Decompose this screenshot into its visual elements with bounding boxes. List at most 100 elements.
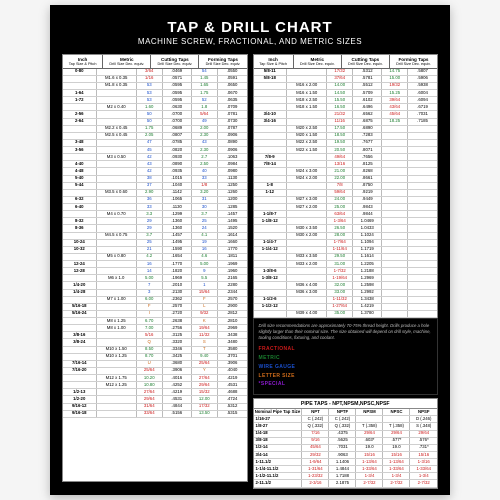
table-row: 1-1/2-61-11/321.3438 <box>254 296 438 303</box>
chart-title: TAP & DRILL CHART <box>62 19 438 36</box>
table-row: 1/2-1327/64.421915/32.4688 <box>63 389 247 396</box>
table-row: M33 x 3.5029.501.1614 <box>254 253 438 260</box>
table-row: M20 x 1.5018.50.7283 <box>254 132 438 139</box>
table-row: M27 x 3.0024.00.9449 <box>254 196 438 203</box>
table-row: 1/4-207.20101.2280 <box>63 282 247 289</box>
table-row: 7/16-14U.368025/64.3906 <box>63 360 247 367</box>
legend-note: Drill size recommendations are approxima… <box>259 323 433 340</box>
table-row: 1-7253.059552.0635 <box>63 97 247 104</box>
table-row: 1-1/2-121-27/641.4219 <box>254 303 438 310</box>
pipe-header-row: Nominal Pipe Tap SizeNPTNPTFNPSMNPSCNPSF <box>254 409 438 416</box>
table-row: M8 x 1.256.70.2638K.2810 <box>63 318 247 325</box>
left-column: Inch Tap Size & Pitch Metric Drill Size … <box>62 54 248 482</box>
table-row: 1-1/8-121-3/641.0469 <box>254 218 438 225</box>
table-row: 1-3/8-61-7/321.2188 <box>254 268 438 275</box>
table-row: 4-4842.093540.0980 <box>63 168 247 175</box>
table-row: 8-3229.136025.1495 <box>63 218 247 225</box>
table-row: 3/8-165/16.312511/32.3438 <box>63 332 247 339</box>
legend-key: *SPECIAL <box>259 381 433 388</box>
table-row: M16 x 1.5014.50.570915.25.6004 <box>254 90 438 97</box>
legend-key: LETTER SIZE <box>259 373 433 380</box>
table-row: 0-803/64.046954.0550 <box>63 69 247 76</box>
table-row: 7/16-2025/64.3906Y.4040 <box>63 367 247 374</box>
table-row: 1-1/4-71-7/641.1094 <box>254 239 438 246</box>
table-row: 1-3/8-121-19/641.2969 <box>254 275 438 282</box>
pipe-taps-panel: Nominal Pipe Tap SizeNPTNPTFNPSMNPSCNPSF… <box>253 408 439 488</box>
pipe-data-table: Nominal Pipe Tap SizeNPTNPTFNPSMNPSCNPSF… <box>254 409 438 487</box>
table-row: M24 x 3.0021.00.8268 <box>254 168 438 175</box>
table-row: M3 x 0.5042.09302.7.1063 <box>63 154 247 161</box>
table-row: 5/16-24I.27209/32.2812 <box>63 310 247 317</box>
table-row: 10-2425.149519.1660 <box>63 239 247 246</box>
legend-keys: FRACTIONAL METRIC WIRE GAUGE LETTER SIZE*SP… <box>259 346 433 388</box>
table-row: 9/16-1231/64.484417/32.5312 <box>63 403 247 410</box>
left-table-header: Inch Tap Size & Pitch Metric Drill Size … <box>63 55 247 69</box>
table-row: 2-6450.070049.0730 <box>63 118 247 125</box>
table-row: M5 x 0.804.2.16544.6.1811 <box>63 253 247 260</box>
table-row: M18 x 2.5015.50.610239/64.6094 <box>254 97 438 104</box>
table-row: M12 x 1.7510.20.401627/64.4219 <box>63 375 247 382</box>
table-row: M30 x 2.0028.001.1024 <box>254 232 438 239</box>
table-row: 8-3629.136024.1520 <box>63 225 247 232</box>
table-row: 10-3221.159016.1770 <box>63 246 247 253</box>
right-table-panel: Inch Tap Size & Pitch Metric Drill Size … <box>253 54 439 319</box>
table-row: M2.2 x 0.451.75.06892.00.0787 <box>63 125 247 132</box>
table-row: 7/8-949/64.7656 <box>254 154 438 161</box>
pipe-row: 2-11.1/22-3/162.18752-7/322-7/322-7/32 <box>254 480 438 487</box>
legend-key: FRACTIONAL <box>259 346 433 353</box>
left-table-panel: Inch Tap Size & Pitch Metric Drill Size … <box>62 54 248 482</box>
table-row: M36 x 3.0033.001.2992 <box>254 289 438 296</box>
pipe-row: 1/2-1445/64.703119.019.0.731* <box>254 444 438 451</box>
table-row: M18 x 1.5016.50.649643/64.6719 <box>254 104 438 111</box>
table-row: 12-2814.18209.1960 <box>63 268 247 275</box>
table-row: 1-6453.05951.75.0670 <box>63 90 247 97</box>
pipe-row: 1-1/2-11.1/21-23/321.71881-3/41-3/41-3/4 <box>254 473 438 480</box>
table-row: 3/4-1021/32.656245/64.7031 <box>254 111 438 118</box>
legend-key: WIRE GAUGE <box>259 364 433 371</box>
table-row: M2 x 0.401.60.06301.8.0709 <box>63 104 247 111</box>
table-row: M20 x 2.5017.50.6890 <box>254 125 438 132</box>
right-column: Inch Tap Size & Pitch Metric Drill Size … <box>253 54 439 482</box>
table-row: M8 x 1.007.00.275619/64.2969 <box>63 325 247 332</box>
left-data-table: 0-803/64.046954.0550M1.6 x 0.351/16.0571… <box>63 69 247 418</box>
table-row: 3/8-24Q.3320S.3480 <box>63 339 247 346</box>
table-row: M10 x 1.258.70.34259.40.3701 <box>63 353 247 360</box>
table-row: 5-4437.10401/8.1250 <box>63 182 247 189</box>
tap-drill-poster: TAP & DRILL CHART MACHINE SCREW, FRACTIO… <box>50 5 450 495</box>
pipe-row: 1/16-27C (.242)C (.242)D (.246) <box>254 416 438 423</box>
pipe-row: 1/8-27Q (.332)Q (.332)T (.358)T (.358)S … <box>254 423 438 430</box>
pipe-row: 3/4-1429/32.906315/1615/1615/16 <box>254 451 438 458</box>
table-row: M1.8 x 0.3553.05951.65.0650 <box>63 82 247 89</box>
table-row: M12 x 1.2510.80.425229/64.4531 <box>63 382 247 389</box>
table-row: 1-87/8.8750 <box>254 182 438 189</box>
table-row: 6-4033.113030.1285 <box>63 204 247 211</box>
table-row: M6 x 1.05.00.19695.5.2165 <box>63 275 247 282</box>
pipe-row: 1-1/4-11.1/21-31/641.48441-33/641-33/641… <box>254 466 438 473</box>
table-row: M16 x 2.0014.00.551219/32.5938 <box>254 82 438 89</box>
table-row: 12-2416.17705.00.1969 <box>63 261 247 268</box>
table-row: 3-5645.08202.30.0906 <box>63 147 247 154</box>
table-row: M24 x 2.0022.00.8661 <box>254 175 438 182</box>
table-row: M22 x 2.5019.50.7677 <box>254 139 438 146</box>
chart-columns: Inch Tap Size & Pitch Metric Drill Size … <box>62 54 438 482</box>
table-row: M27 x 2.0025.00.9843 <box>254 204 438 211</box>
table-row: 1/4-283.213015/64.2344 <box>63 289 247 296</box>
table-row: M22 x 1.5020.50.8071 <box>254 147 438 154</box>
table-row: 1-1259/64.9219 <box>254 189 438 196</box>
table-row: M10 x 1.508.50.3346T.3580 <box>63 346 247 353</box>
table-row: M4 x 0.703.3.12993.7.1457 <box>63 211 247 218</box>
table-row: M30 x 3.5026.501.0433 <box>254 225 438 232</box>
table-row: 2-5650.07005/64.0781 <box>63 111 247 118</box>
right-data-table: 5/8-1117/32.531214.75.58075/8-1837/64.57… <box>254 69 438 318</box>
pipe-row: 1-11.1/21-9/641.14061-13/641-13/641-3/16 <box>254 459 438 466</box>
pipe-row: 3/8-189/16.5625.603*.577*.576* <box>254 437 438 444</box>
table-row: M39 x 4.0035.001.3780 <box>254 310 438 317</box>
table-row: 3-4847.078543.0890 <box>63 139 247 146</box>
table-row: 6-3236.106531.1200 <box>63 196 247 203</box>
table-row: 1-1/8-763/64.9844 <box>254 211 438 218</box>
table-row: 5-4038.101533.1130 <box>63 175 247 182</box>
table-row: M33 x 2.0031.001.2205 <box>254 261 438 268</box>
table-row: 5/16-18F.2570L.2900 <box>63 303 247 310</box>
legend-key: METRIC <box>259 355 433 362</box>
right-table-header: Inch Tap Size & Pitch Metric Drill Size … <box>254 55 438 69</box>
